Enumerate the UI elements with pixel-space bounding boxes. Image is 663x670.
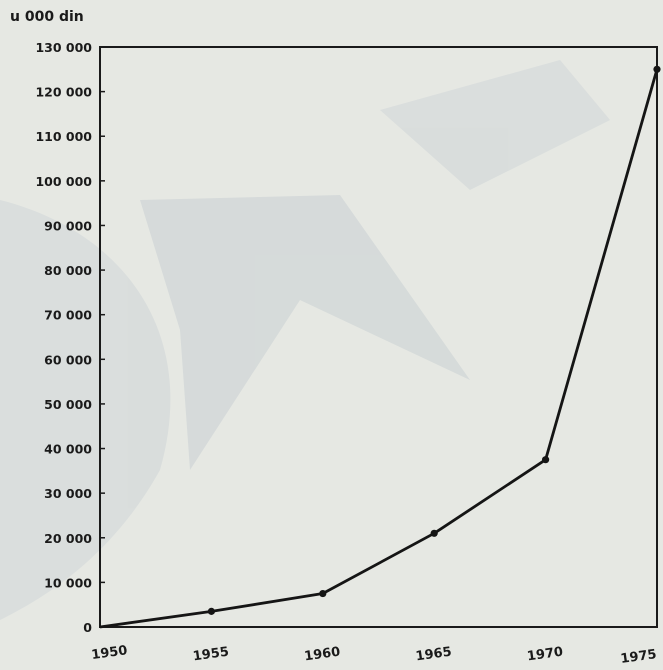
data-point xyxy=(542,456,550,464)
y-tick-label: 130 000 xyxy=(35,40,92,55)
series-line xyxy=(99,68,659,629)
data-point xyxy=(653,65,661,73)
data-point xyxy=(319,589,327,598)
x-tick-label: 1965 xyxy=(415,645,453,665)
y-tick-label: 40 000 xyxy=(44,442,92,457)
y-tick-label: 10 000 xyxy=(44,575,92,590)
y-tick-label: 30 000 xyxy=(44,486,92,501)
watermark-wing-shape xyxy=(380,60,610,190)
y-axis-label: u 000 din xyxy=(10,9,84,25)
y-tick-label: 20 000 xyxy=(44,531,92,546)
x-tick-label: 1950 xyxy=(90,643,128,663)
plot-frame xyxy=(99,46,658,628)
y-tick-label: 80 000 xyxy=(44,263,92,278)
x-tick-label: 1970 xyxy=(526,645,564,665)
x-tick-label: 1975 xyxy=(620,647,658,667)
watermark-star-shape xyxy=(140,195,470,470)
y-tick-label: 60 000 xyxy=(44,352,92,367)
y-tick-label: 70 000 xyxy=(44,308,92,323)
y-tick-label: 110 000 xyxy=(35,129,92,144)
y-tick-label: 100 000 xyxy=(35,174,92,189)
data-point xyxy=(430,529,438,537)
data-point xyxy=(207,607,215,615)
x-tick-label: 1955 xyxy=(192,645,230,665)
y-tick-label: 120 000 xyxy=(35,85,92,100)
x-tick-label: 1960 xyxy=(303,645,341,665)
y-tick-label: 0 xyxy=(83,620,92,635)
watermark-leaf-shape xyxy=(0,200,171,620)
background-watermark xyxy=(0,60,610,620)
y-tick-label: 90 000 xyxy=(44,218,92,233)
y-tick-label: 50 000 xyxy=(44,397,92,412)
